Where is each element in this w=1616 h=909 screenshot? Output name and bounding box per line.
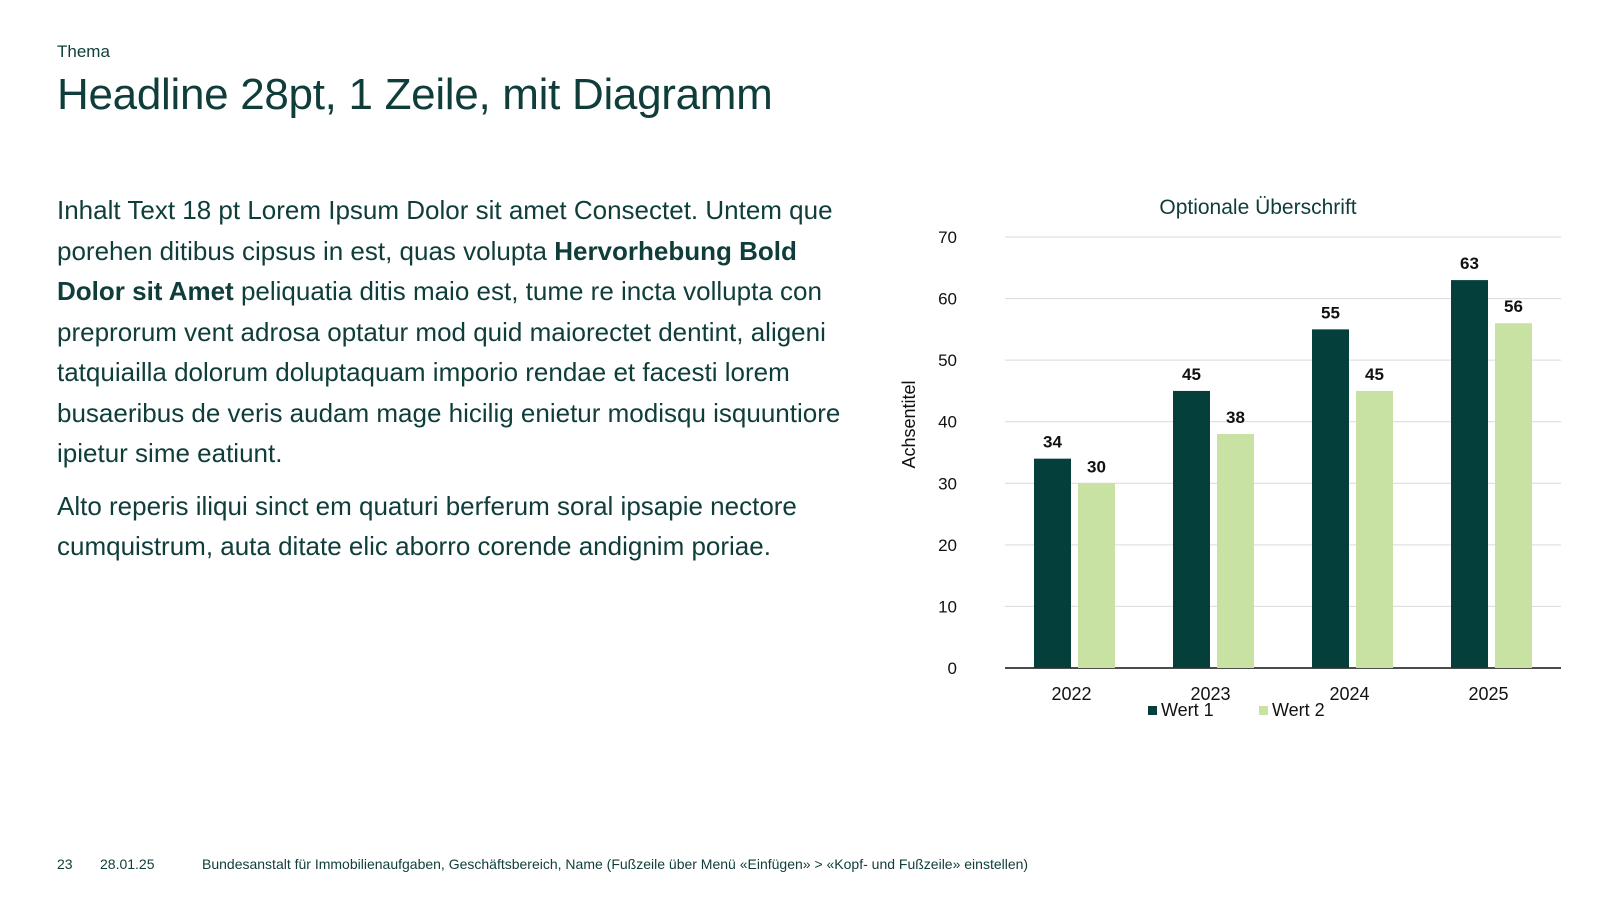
footer-page-number: 23	[57, 856, 73, 872]
bar	[1312, 329, 1349, 668]
bar	[1217, 434, 1254, 668]
chart-title: Optionale Überschrift	[1159, 196, 1356, 219]
body-paragraph-1: Inhalt Text 18 pt Lorem Ipsum Dolor sit …	[57, 190, 847, 474]
y-tick-label: 30	[938, 474, 957, 493]
body-text-bold: Hervorhebung Bold Dolor sit Amet	[57, 235, 797, 307]
bar	[1495, 323, 1532, 668]
data-label: 45	[1365, 365, 1384, 384]
data-label: 56	[1504, 297, 1523, 316]
legend-swatch	[1148, 706, 1157, 715]
bar	[1034, 458, 1071, 668]
body-paragraph-2: Alto reperis iliqui sinct em quaturi ber…	[57, 490, 797, 562]
legend-label: Wert 1	[1161, 700, 1214, 720]
bar	[1356, 390, 1393, 668]
data-label: 55	[1321, 303, 1340, 322]
data-label: 63	[1460, 254, 1479, 273]
footer-text: Bundesanstalt für Immobilienaufgaben, Ge…	[202, 856, 1029, 872]
y-tick-label: 50	[938, 351, 957, 370]
data-label: 34	[1043, 433, 1062, 452]
y-tick-label: 0	[948, 659, 957, 678]
y-axis-title: Achsentitel	[900, 380, 919, 468]
page-title: Headline 28pt, 1 Zeile, mit Diagramm	[57, 70, 773, 119]
bar	[1451, 280, 1488, 668]
bar	[1173, 390, 1210, 668]
body-text-part-2: peliquatia ditis maio est, tume re incta…	[57, 276, 841, 468]
y-tick-label: 40	[938, 413, 957, 432]
bar-chart: Optionale Überschrift 0 10 20 30 40 50 60 70 Achs…	[900, 196, 1561, 720]
data-label: 30	[1087, 457, 1106, 476]
y-tick-label: 60	[938, 290, 957, 309]
x-tick-label: 2023	[1190, 684, 1230, 704]
x-tick-label: 2022	[1051, 684, 1091, 704]
data-label: 45	[1182, 365, 1201, 384]
body-text: Inhalt Text 18 pt Lorem Ipsum Dolor sit …	[57, 190, 847, 579]
bar	[1078, 483, 1115, 668]
topic-label: Thema	[57, 42, 110, 61]
x-tick-label: 2024	[1329, 684, 1369, 704]
data-label: 38	[1226, 408, 1245, 427]
x-tick-label: 2025	[1468, 684, 1508, 704]
y-tick-label: 70	[938, 228, 957, 247]
legend-swatch	[1259, 706, 1268, 715]
body-text-part-1: Inhalt Text 18 pt Lorem Ipsum Dolor sit …	[57, 195, 833, 266]
legend-label: Wert 2	[1272, 700, 1325, 720]
y-tick-label: 10	[938, 597, 957, 616]
footer-date: 28.01.25	[100, 856, 155, 872]
y-tick-label: 20	[938, 536, 957, 555]
chart-container: Optionale Überschrift 0 10 20 30 40 50 60 70 Achs…	[900, 190, 1600, 750]
